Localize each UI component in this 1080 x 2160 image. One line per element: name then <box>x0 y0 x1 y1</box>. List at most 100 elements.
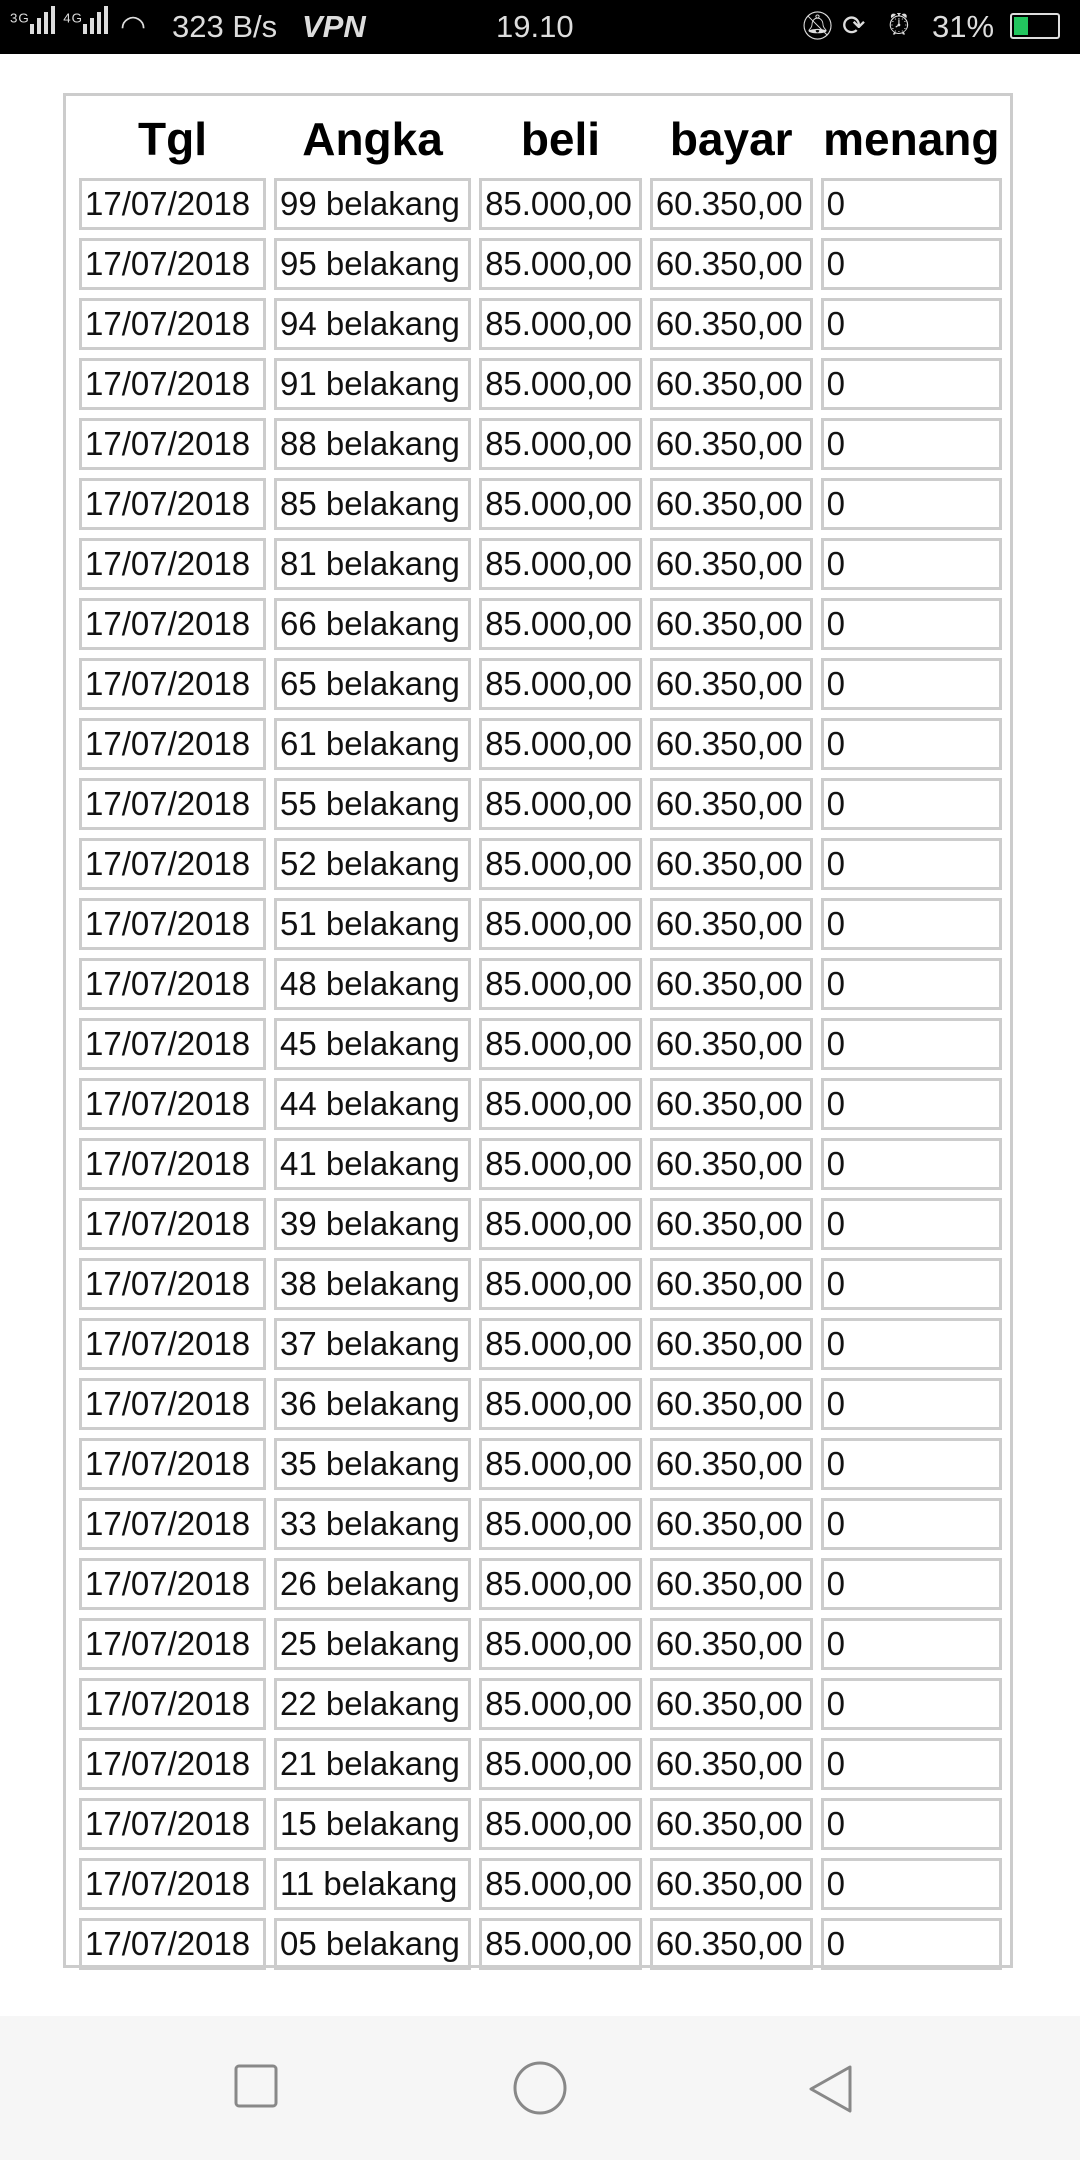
table-row: 17/07/2018 55 belakang 85.000,00 60.350,00 0 <box>79 778 1002 830</box>
wifi-icon: ◠ <box>120 10 147 43</box>
cell-beli: 85.000,00 <box>479 778 642 830</box>
column-header-bayar: bayar <box>669 113 793 165</box>
header-row: Tgl Angka beli bayar menang <box>79 108 1002 170</box>
cell-beli: 85.000,00 <box>479 1438 642 1490</box>
table-row: 17/07/2018 52 belakang 85.000,00 60.350,00 0 <box>79 838 1002 890</box>
cell-angka: 94 belakang <box>274 298 472 350</box>
cell-tgl: 17/07/2018 <box>79 1918 266 1970</box>
cell-angka: 66 belakang <box>274 598 472 650</box>
cell-angka: 38 belakang <box>274 1258 472 1310</box>
table-row: 17/07/2018 44 belakang 85.000,00 60.350,00 0 <box>79 1078 1002 1130</box>
cell-angka: 39 belakang <box>274 1198 472 1250</box>
cell-bayar: 60.350,00 <box>649 358 813 410</box>
table-row: 17/07/2018 99 belakang 85.000,00 60.350,00 0 <box>79 178 1002 230</box>
cell-beli: 85.000,00 <box>479 718 642 770</box>
cell-bayar: 60.350,00 <box>649 478 813 530</box>
cell-bayar: 60.350,00 <box>649 418 813 470</box>
cell-tgl: 17/07/2018 <box>79 1438 266 1490</box>
cell-tgl: 17/07/2018 <box>79 1138 266 1190</box>
cell-menang: 0 <box>820 898 1002 950</box>
home-circle-icon[interactable] <box>512 2060 568 2116</box>
cell-menang: 0 <box>820 1498 1002 1550</box>
cell-bayar: 60.350,00 <box>649 1018 813 1070</box>
results-table-container: Tgl Angka beli bayar menang 17/07/2018 99 bel… <box>63 93 1013 1970</box>
cell-angka: 37 belakang <box>274 1318 472 1370</box>
table-row: 17/07/2018 36 belakang 85.000,00 60.350,00 0 <box>79 1378 1002 1430</box>
column-header-beli: beli <box>520 113 601 165</box>
cell-bayar: 60.350,00 <box>649 958 813 1010</box>
cell-beli: 85.000,00 <box>479 1678 642 1730</box>
cell-tgl: 17/07/2018 <box>79 418 266 470</box>
cell-bayar: 60.350,00 <box>649 1798 813 1850</box>
cell-angka: 61 belakang <box>274 718 472 770</box>
table-row: 17/07/2018 33 belakang 85.000,00 60.350,00 0 <box>79 1498 1002 1550</box>
table-row: 17/07/2018 35 belakang 85.000,00 60.350,00 0 <box>79 1438 1002 1490</box>
cell-bayar: 60.350,00 <box>649 178 813 230</box>
table-row: 17/07/2018 65 belakang 85.000,00 60.350,00 0 <box>79 658 1002 710</box>
cell-tgl: 17/07/2018 <box>79 1738 266 1790</box>
cell-tgl: 17/07/2018 <box>79 778 266 830</box>
table-row: 17/07/2018 05 belakang 85.000,00 60.350,00 0 <box>79 1918 1002 1970</box>
vpn-indicator: VPN <box>302 9 366 44</box>
navigation-bar <box>0 2016 1080 2160</box>
cell-beli: 85.000,00 <box>479 658 642 710</box>
cell-beli: 85.000,00 <box>479 478 642 530</box>
cell-menang: 0 <box>820 1438 1002 1490</box>
network-type-2: 4G <box>63 10 84 26</box>
cell-beli: 85.000,00 <box>479 298 642 350</box>
cell-bayar: 60.350,00 <box>649 1858 813 1910</box>
cell-angka: 05 belakang <box>274 1918 472 1970</box>
bell-off-icon: 🔕︎ <box>800 10 836 41</box>
cell-menang: 0 <box>820 1018 1002 1070</box>
cell-bayar: 60.350,00 <box>649 658 813 710</box>
cell-angka: 51 belakang <box>274 898 472 950</box>
cell-beli: 85.000,00 <box>479 958 642 1010</box>
cell-beli: 85.000,00 <box>479 1018 642 1070</box>
table-row: 17/07/2018 15 belakang 85.000,00 60.350,00 0 <box>79 1798 1002 1850</box>
cell-menang: 0 <box>820 178 1002 230</box>
cell-tgl: 17/07/2018 <box>79 1378 266 1430</box>
cell-menang: 0 <box>820 1318 1002 1370</box>
cell-beli: 85.000,00 <box>479 418 642 470</box>
cell-menang: 0 <box>820 478 1002 530</box>
cell-bayar: 60.350,00 <box>649 1738 813 1790</box>
battery-percent: 31% <box>932 9 995 44</box>
cell-angka: 99 belakang <box>274 178 472 230</box>
recents-square-icon[interactable] <box>234 2064 278 2108</box>
signal-bars-icon <box>83 6 111 34</box>
cell-bayar: 60.350,00 <box>649 718 813 770</box>
cell-tgl: 17/07/2018 <box>79 658 266 710</box>
cell-menang: 0 <box>820 1558 1002 1610</box>
cell-menang: 0 <box>820 298 1002 350</box>
clock: 19.10 <box>496 9 574 44</box>
cell-menang: 0 <box>820 1078 1002 1130</box>
cell-menang: 0 <box>820 958 1002 1010</box>
cell-tgl: 17/07/2018 <box>79 958 266 1010</box>
cell-tgl: 17/07/2018 <box>79 1858 266 1910</box>
cell-tgl: 17/07/2018 <box>79 718 266 770</box>
cell-bayar: 60.350,00 <box>649 1438 813 1490</box>
cell-bayar: 60.350,00 <box>649 1078 813 1130</box>
battery-icon <box>1010 13 1060 39</box>
cell-menang: 0 <box>820 1678 1002 1730</box>
cell-menang: 0 <box>820 1378 1002 1430</box>
cell-menang: 0 <box>820 1738 1002 1790</box>
back-triangle-icon[interactable] <box>806 2064 854 2114</box>
cell-bayar: 60.350,00 <box>649 1258 813 1310</box>
cell-angka: 52 belakang <box>274 838 472 890</box>
cell-angka: 11 belakang <box>274 1858 472 1910</box>
cell-tgl: 17/07/2018 <box>79 598 266 650</box>
cell-angka: 65 belakang <box>274 658 472 710</box>
network-type-1: 3G <box>10 10 30 26</box>
cell-angka: 21 belakang <box>274 1738 472 1790</box>
table-row: 17/07/2018 21 belakang 85.000,00 60.350,00 0 <box>79 1738 1002 1790</box>
cell-beli: 85.000,00 <box>479 1858 642 1910</box>
cell-menang: 0 <box>820 838 1002 890</box>
cell-tgl: 17/07/2018 <box>79 1498 266 1550</box>
cell-angka: 88 belakang <box>274 418 472 470</box>
table-row: 17/07/2018 85 belakang 85.000,00 60.350,00 0 <box>79 478 1002 530</box>
cell-tgl: 17/07/2018 <box>79 238 266 290</box>
table-row: 17/07/2018 81 belakang 85.000,00 60.350,00 0 <box>79 538 1002 590</box>
cell-tgl: 17/07/2018 <box>79 1198 266 1250</box>
table-row: 17/07/2018 41 belakang 85.000,00 60.350,00 0 <box>79 1138 1002 1190</box>
